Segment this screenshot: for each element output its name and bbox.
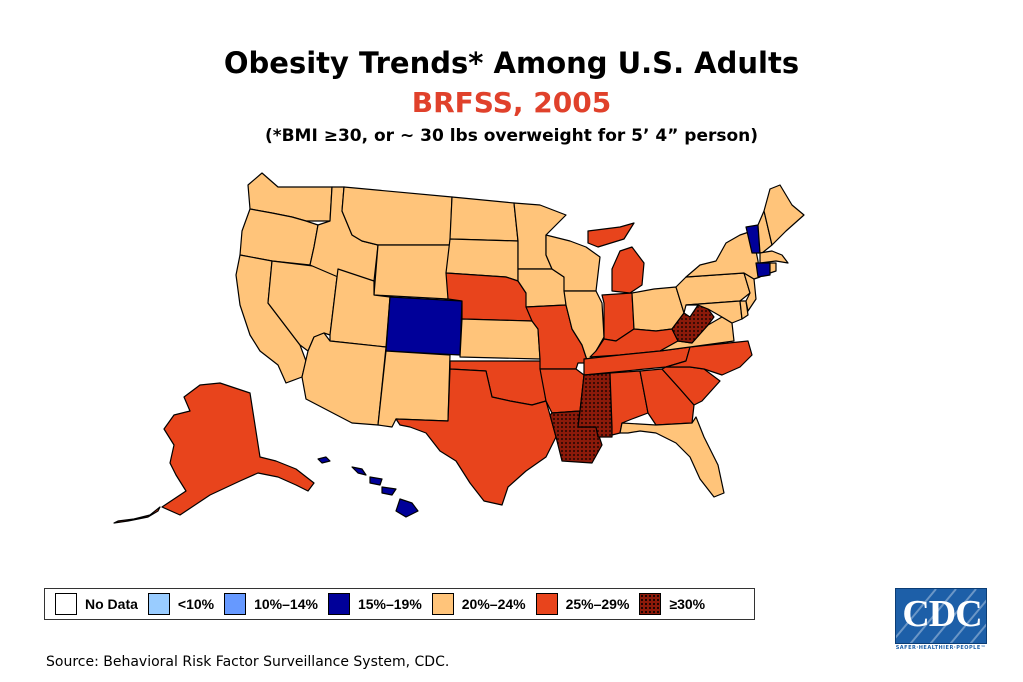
source-note: Source: Behavioral Risk Factor Surveilla… <box>46 654 450 670</box>
map-legend: No Data <10% 10%–14% 15%–19% 20%–24% 25%… <box>44 588 755 620</box>
state-hawaii-1 <box>317 456 331 464</box>
legend-label: 20%–24% <box>461 596 526 612</box>
state-delaware <box>739 300 749 320</box>
legend-swatch <box>55 593 77 615</box>
legend-swatch <box>639 593 662 615</box>
state-alaska <box>161 382 315 516</box>
legend-item-20-24: 20%–24% <box>431 593 526 615</box>
bmi-note: (*BMI ≥30, or ~ 30 lbs overweight for 5’… <box>264 126 759 146</box>
state-north-carolina <box>665 340 753 376</box>
legend-label: No Data <box>85 596 138 612</box>
legend-label: 15%–19% <box>357 596 422 612</box>
state-florida <box>619 416 725 498</box>
legend-swatch <box>431 593 454 615</box>
state-texas <box>395 368 557 506</box>
state-west-virginia <box>671 304 715 344</box>
legend-label: <10% <box>177 596 215 612</box>
legend-swatch <box>535 593 558 615</box>
state-hawaii-5 <box>395 498 419 518</box>
legend-item-ge30: ≥30% <box>639 593 705 615</box>
legend-item-10-14: 10%–14% <box>224 593 318 615</box>
map-title: Obesity Trends* Among U.S. Adults <box>223 46 800 80</box>
state-michigan <box>587 222 635 248</box>
legend-swatch <box>327 593 350 615</box>
legend-label: 25%–29% <box>565 596 630 612</box>
us-obesity-map <box>113 172 805 524</box>
legend-swatch <box>147 593 170 615</box>
state-hawaii-3 <box>369 476 383 486</box>
map-subtitle: BRFSS, 2005 <box>411 86 612 119</box>
state-colorado <box>385 296 463 356</box>
cdc-logo: CDC <box>895 588 987 644</box>
legend-item-25-29: 25%–29% <box>535 593 630 615</box>
state-montana <box>341 186 453 246</box>
state-hawaii-4 <box>381 486 397 496</box>
state-mississippi <box>577 372 613 438</box>
state-new-mexico <box>377 350 451 428</box>
state-rhode-island <box>769 262 777 274</box>
state-massachusetts <box>759 250 789 264</box>
cdc-logo-box: CDC <box>895 588 987 644</box>
legend-item-15-19: 15%–19% <box>327 593 422 615</box>
state-wyoming <box>373 244 451 300</box>
logo-stripes-icon <box>896 589 986 643</box>
cdc-tagline: SAFER·HEALTHIER·PEOPLE™ <box>895 645 987 651</box>
state-north-dakota <box>449 196 519 242</box>
state-michigan-lower <box>611 246 645 294</box>
state-maine <box>763 184 805 246</box>
state-alaska-chain <box>113 506 161 524</box>
legend-item-lt10: <10% <box>147 593 215 615</box>
legend-label: ≥30% <box>669 596 706 612</box>
state-new-hampshire <box>757 210 773 254</box>
legend-item-no-data: No Data <box>55 593 138 615</box>
legend-label: 10%–14% <box>254 596 318 612</box>
state-kansas <box>459 318 541 360</box>
state-arizona <box>301 332 387 426</box>
cdc-logo-text: CDC <box>902 593 982 635</box>
state-hawaii-2 <box>351 466 367 476</box>
state-connecticut <box>755 262 771 278</box>
legend-swatch <box>224 593 247 615</box>
